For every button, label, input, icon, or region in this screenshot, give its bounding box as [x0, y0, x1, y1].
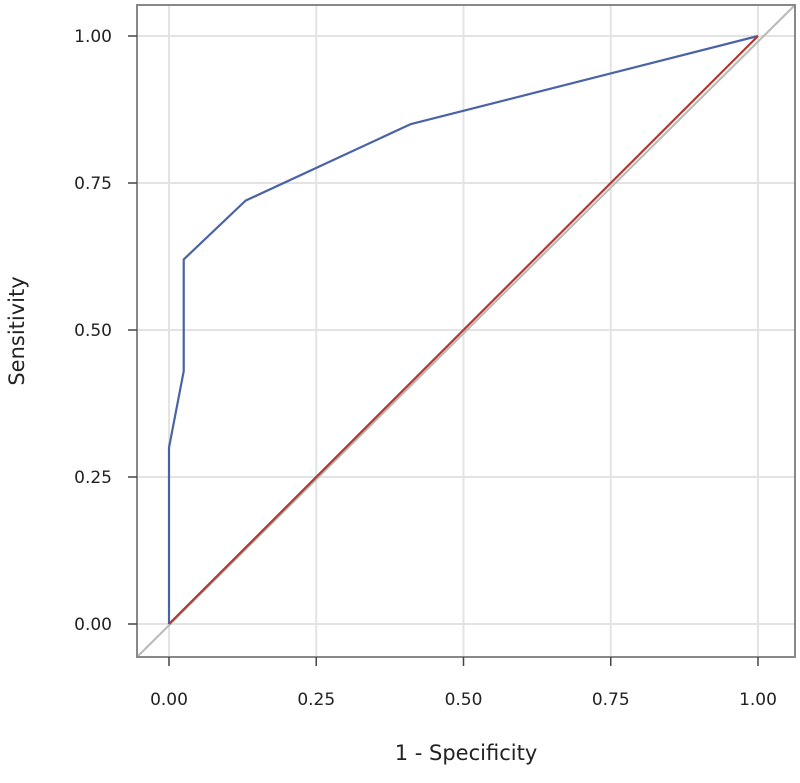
x-tick-label: 0.75: [592, 690, 630, 710]
plot-corner-diagonal: [136, 4, 796, 658]
series-layer: [167, 34, 759, 625]
y-tick-label: 0.00: [74, 615, 112, 635]
x-tick-label: 0.25: [297, 690, 335, 710]
y-tick-label: 0.75: [74, 174, 112, 194]
roc-curve-line: [167, 34, 759, 624]
y-axis-title: Sensitivity: [5, 276, 29, 385]
plot-frame: [136, 4, 796, 658]
y-tick-label: 0.25: [74, 468, 112, 488]
x-tick-label: 0.50: [445, 690, 483, 710]
y-tick-label: 0.50: [74, 321, 112, 341]
grid-layer: [137, 5, 795, 657]
x-tick-label: 1.00: [739, 690, 777, 710]
x-tick-label: 0.00: [150, 690, 188, 710]
x-axis-title: 1 - Specificity: [395, 741, 538, 765]
tick-layer: 0.00 0.25 0.50 0.75 1.00 0.00 0.25 0.50 0.75 1.00: [74, 27, 777, 710]
y-tick-label: 1.00: [74, 27, 112, 47]
reference-line: [168, 35, 759, 625]
